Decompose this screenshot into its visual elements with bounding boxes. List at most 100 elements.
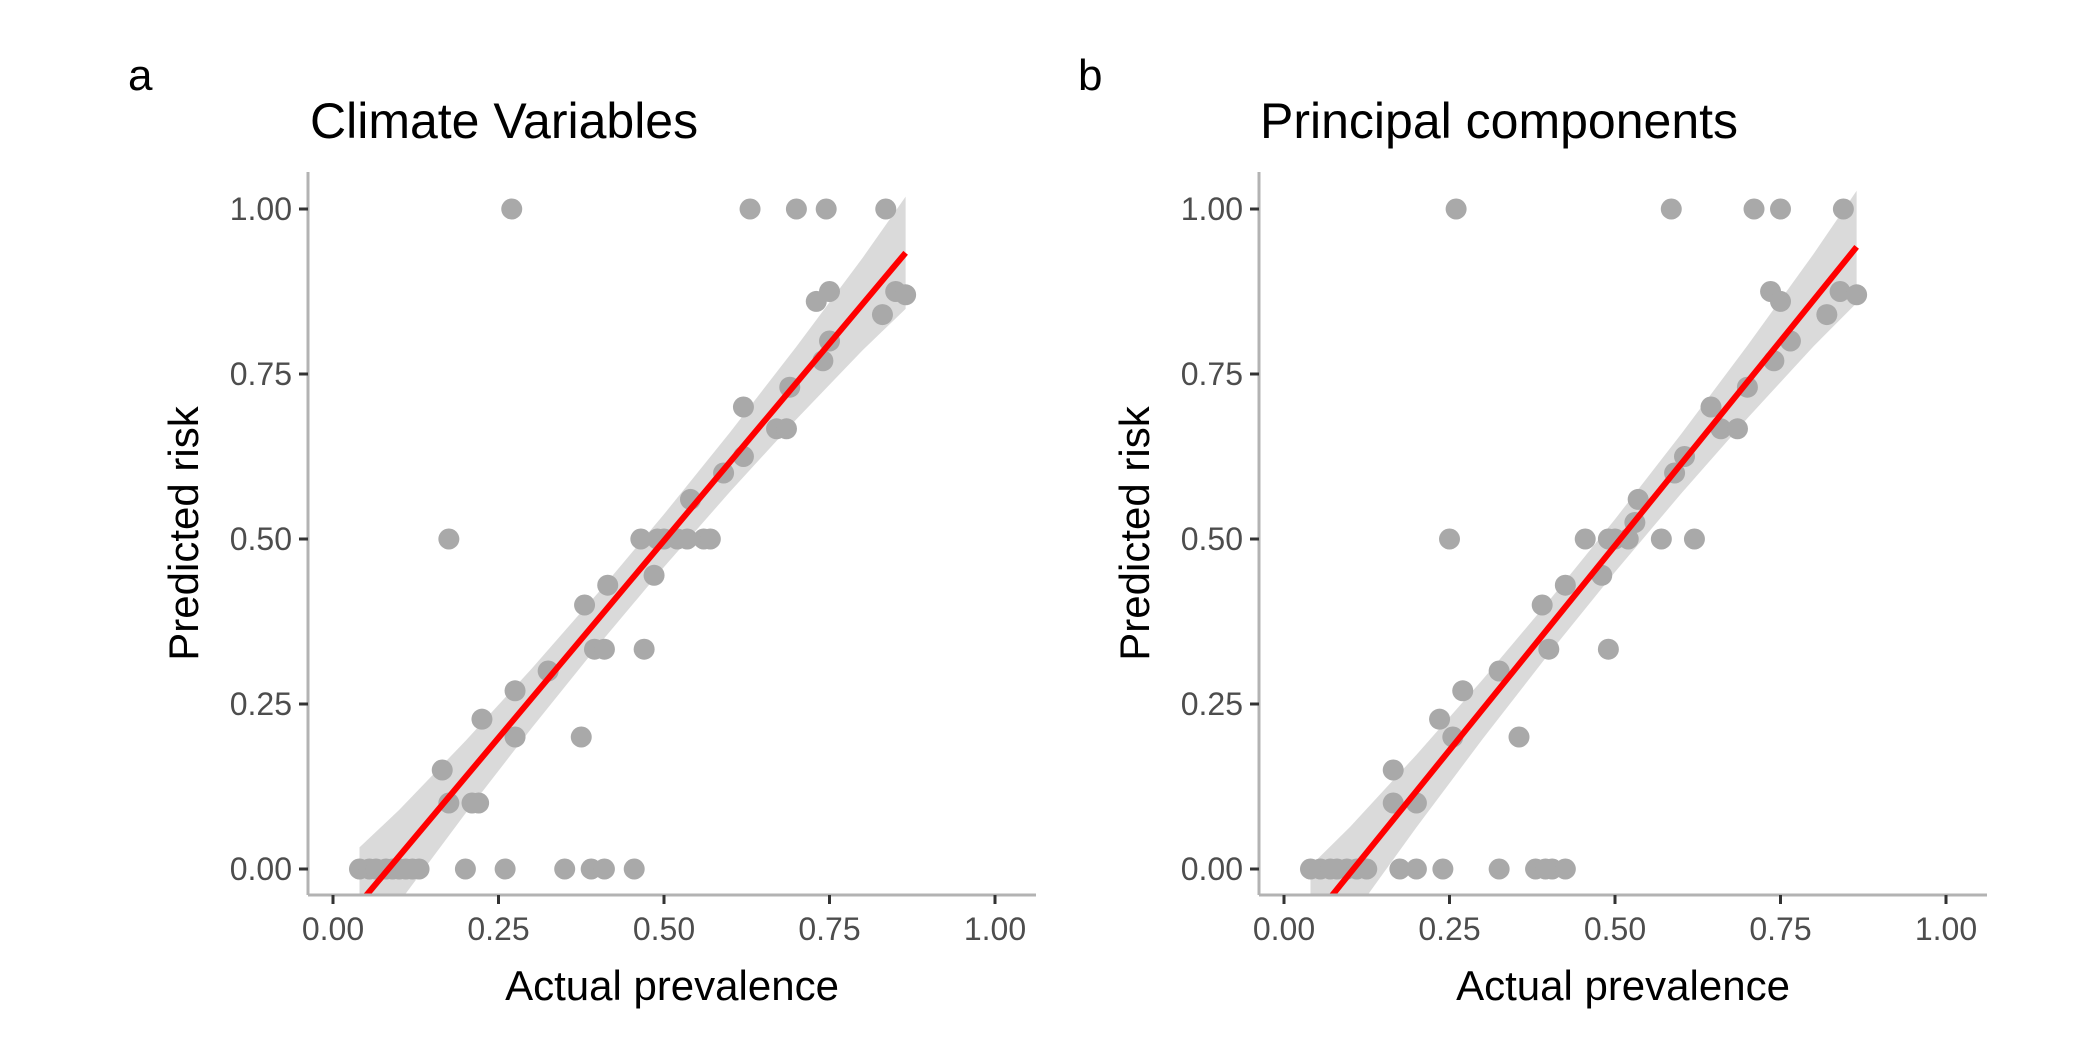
data-point	[819, 281, 840, 302]
data-point	[494, 858, 516, 880]
data-point	[593, 858, 615, 880]
data-point	[504, 726, 526, 748]
y-tick-label: 0.75	[1181, 356, 1243, 392]
data-point	[1627, 488, 1649, 510]
data-point	[633, 638, 655, 660]
x-axis-title: Actual prevalence	[1456, 962, 1790, 1009]
data-point	[1405, 858, 1427, 880]
data-point	[1597, 638, 1619, 660]
data-point	[504, 680, 526, 702]
y-tick-label: 0.50	[230, 521, 292, 557]
x-tick-label: 0.75	[1749, 911, 1811, 947]
x-tick-label: 0.00	[1253, 911, 1315, 947]
y-axis-title: Predicted risk	[160, 405, 207, 660]
data-point	[875, 198, 897, 220]
data-point	[1846, 284, 1868, 306]
data-point	[775, 418, 797, 440]
data-point	[597, 574, 619, 596]
data-point	[739, 198, 761, 220]
data-point	[570, 726, 592, 748]
panel-b: b Principal components 0.00 0.25 0.50 0.75 1.0…	[1078, 51, 1987, 1009]
data-point	[471, 708, 493, 730]
data-point	[1488, 660, 1510, 682]
data-point	[871, 304, 893, 326]
x-tick-label: 0.00	[302, 911, 364, 947]
data-point	[1726, 418, 1748, 440]
data-point	[554, 858, 576, 880]
data-point	[1554, 858, 1576, 880]
data-point	[1439, 528, 1460, 550]
data-point	[438, 792, 460, 814]
y-tick-label: 0.00	[1181, 851, 1243, 887]
data-point	[1683, 528, 1705, 550]
data-point	[1389, 858, 1411, 880]
chart-title: Climate Variables	[310, 93, 698, 149]
data-point	[1452, 680, 1474, 702]
plot-area	[348, 196, 917, 895]
data-point	[1531, 594, 1553, 616]
data-point	[1508, 726, 1530, 748]
data-point	[815, 198, 837, 220]
data-point	[468, 792, 490, 814]
y-tick-label: 0.00	[230, 851, 292, 887]
x-axis-title: Actual prevalence	[505, 962, 839, 1009]
x-tick-label: 1.00	[1915, 911, 1977, 947]
panel-letter: a	[128, 51, 153, 100]
data-point	[593, 638, 615, 660]
y-tick-label: 1.00	[230, 191, 292, 227]
data-point	[1382, 759, 1404, 781]
data-point	[1538, 638, 1560, 660]
x-tick-label: 0.25	[1418, 911, 1480, 947]
data-point	[699, 528, 721, 550]
confidence-band	[1310, 190, 1857, 895]
data-point	[630, 528, 652, 550]
data-point	[1743, 198, 1765, 220]
x-tick-label: 0.25	[467, 911, 529, 947]
panel-a: a Climate Variables 0.00 0.25 0.50 0.75 1.00 0.…	[128, 51, 1036, 1009]
y-axis-title: Predicted risk	[1111, 405, 1158, 660]
fit-line	[362, 250, 908, 895]
data-point	[1832, 198, 1854, 220]
data-point	[732, 396, 754, 418]
chart-title: Principal components	[1260, 93, 1738, 149]
data-point	[785, 198, 807, 220]
y-tick-label: 0.75	[230, 356, 292, 392]
data-point	[1445, 198, 1467, 220]
data-point	[408, 858, 430, 880]
data-point	[1829, 281, 1851, 302]
y-tick-label: 0.50	[1181, 521, 1243, 557]
confidence-band	[359, 196, 906, 895]
y-tick-label: 1.00	[1181, 191, 1243, 227]
data-point	[1660, 198, 1682, 220]
y-tick-label: 0.25	[230, 686, 292, 722]
panel-letter: b	[1078, 51, 1102, 100]
data-point	[1488, 858, 1510, 880]
data-point	[501, 198, 523, 220]
x-tick-label: 0.75	[798, 911, 860, 947]
data-point	[895, 284, 917, 306]
data-point	[623, 858, 645, 880]
data-point	[438, 528, 460, 550]
data-point	[1700, 396, 1722, 418]
data-point	[1650, 528, 1672, 550]
data-point	[1574, 528, 1596, 550]
data-point	[1554, 574, 1576, 596]
x-tick-label: 0.50	[1584, 911, 1646, 947]
data-point	[1770, 290, 1791, 312]
data-point	[1382, 792, 1404, 814]
data-point	[1432, 858, 1454, 880]
data-point	[676, 528, 698, 550]
data-point	[1429, 708, 1451, 730]
data-point	[643, 564, 665, 586]
data-point	[574, 594, 596, 616]
fit-line	[1328, 244, 1859, 895]
data-point	[1816, 304, 1838, 326]
plot-area	[1299, 190, 1868, 895]
x-tick-label: 1.00	[964, 911, 1026, 947]
x-tick-label: 0.50	[633, 911, 695, 947]
y-tick-label: 0.25	[1181, 686, 1243, 722]
data-point	[431, 759, 453, 781]
data-point	[1770, 198, 1791, 220]
data-point	[454, 858, 476, 880]
